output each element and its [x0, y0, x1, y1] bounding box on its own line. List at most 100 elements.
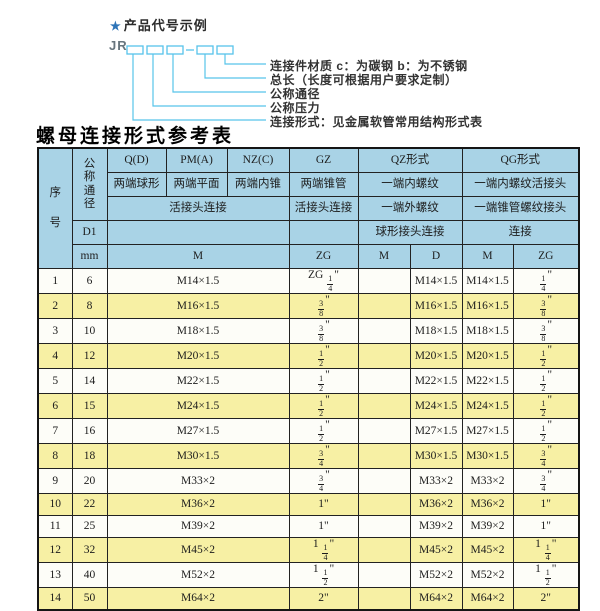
- table-cell: M14×1.5: [461, 268, 514, 294]
- table-row: 7 16 M27×1.5 1 2 " M27×1.5 M27×1.5 1 2 ": [37, 418, 580, 444]
- code-label-connection: 连接形式：见金属软管常用结构形式表: [270, 115, 483, 129]
- diagram-title: ★ 产品代号示例: [110, 15, 208, 34]
- leader-line-length: [204, 54, 266, 79]
- table-row: 8 18 M30×1.5 3 4 " M30×1.5 M30×1.5 3 4 ": [37, 443, 580, 469]
- table-cell: M20×1.5: [409, 343, 463, 369]
- table-cell: 1 2 ": [512, 368, 580, 394]
- table-cell: 3 8 ": [512, 293, 580, 319]
- table-cell: M18×1.5: [461, 318, 514, 344]
- code-box-4: [196, 45, 214, 55]
- table-cell: M22×1.5: [409, 368, 463, 394]
- code-label-length: 总长（长度可根据用户要求定制）: [270, 73, 458, 87]
- table-cell: M20×1.5: [461, 343, 514, 369]
- table-cell: 3 4 ": [288, 468, 359, 494]
- table-cell: [357, 268, 411, 294]
- table-cell: M20×1.5: [106, 343, 290, 369]
- table-cell: 1": [512, 515, 580, 538]
- code-label-material: 连接件材质 c：为碳钢 b：为不锈钢: [270, 59, 468, 73]
- code-box-1: [126, 45, 144, 55]
- header-d1: D1: [71, 220, 108, 245]
- table-row: 5 14 M22×1.5 1 2 " M22×1.5 M22×1.5 1 2 ": [37, 368, 580, 394]
- table-cell: M36×2: [409, 493, 463, 516]
- header-seq: 序号: [37, 147, 73, 269]
- code-label-diameter: 公称通径: [270, 87, 321, 101]
- table-cell: 2": [288, 587, 359, 611]
- table-cell: 1 1 4 ": [288, 537, 359, 563]
- table-row: 4 12 M20×1.5 1 2 " M20×1.5 M20×1.5 1 2 ": [37, 343, 580, 369]
- table-cell: M36×2: [461, 493, 514, 516]
- table-cell: 4: [37, 343, 73, 369]
- table-cell: M52×2: [461, 562, 514, 588]
- header-row-3: 活接头连接 活接头连接 一端外螺纹 一端锥管螺纹接头: [38, 196, 580, 221]
- table-cell: M39×2: [461, 515, 514, 538]
- table-cell: 1 2 ": [512, 343, 580, 369]
- header-nzc-desc: 两端内锥: [226, 172, 290, 197]
- code-leader-lines-graphic: [126, 45, 266, 121]
- table-cell: 1 2 ": [288, 393, 359, 419]
- table-cell: [357, 343, 411, 369]
- table-cell: 3 4 ": [512, 468, 580, 494]
- table-cell: 6: [37, 393, 73, 419]
- header-blank-left: [106, 220, 290, 245]
- header-row-5: mm M ZG M D M ZG: [38, 244, 580, 269]
- table-cell: 5: [37, 368, 73, 394]
- table-cell: 1 2 ": [288, 343, 359, 369]
- table-cell: M16×1.5: [409, 293, 463, 319]
- table-cell: M64×2: [409, 587, 463, 611]
- table-cell: M64×2: [461, 587, 514, 611]
- header-m-wide: M: [106, 244, 290, 269]
- header-gz-union-connection: 活接头连接: [288, 196, 359, 221]
- table-cell: 32: [71, 537, 108, 563]
- header-qg-zg: ZG: [512, 244, 580, 269]
- table-cell: [357, 493, 411, 516]
- header-row-2: 两端球形 两端平面 两端内锥 两端锥管 一端内螺纹 一端内螺纹活接头: [38, 172, 580, 197]
- header-qz-desc2: 一端外螺纹: [357, 196, 463, 221]
- table-cell: M36×2: [106, 493, 290, 516]
- table-cell: 20: [71, 468, 108, 494]
- table-cell: M33×2: [106, 468, 290, 494]
- table-cell: M27×1.5: [106, 418, 290, 444]
- table-cell: 1 2 ": [512, 418, 580, 444]
- table-cell: M45×2: [106, 537, 290, 563]
- header-qz-d: D: [409, 244, 463, 269]
- table-cell: M30×1.5: [409, 443, 463, 469]
- header-row-4: D1 球形接头连接 连接: [38, 220, 580, 245]
- table-cell: 6: [71, 268, 108, 294]
- table-row: 13 40 M52×2 1 1 2 " M52×2 M52×2 1 1 2 ": [37, 562, 580, 588]
- table-cell: M24×1.5: [461, 393, 514, 419]
- table-cell: 1 2 ": [512, 393, 580, 419]
- table-cell: M27×1.5: [461, 418, 514, 444]
- table-title: 螺母连接形式参考表: [36, 125, 235, 147]
- table-cell: [357, 393, 411, 419]
- table-cell: 9: [37, 468, 73, 494]
- header-col-qg: QG形式: [461, 147, 580, 173]
- leader-line-connection: [132, 54, 266, 121]
- table-cell: M24×1.5: [409, 393, 463, 419]
- header-nominal-diameter: 公称通径: [71, 147, 108, 221]
- code-box-3: [166, 45, 184, 55]
- table-cell: [357, 515, 411, 538]
- header-qd-desc: 两端球形: [106, 172, 167, 197]
- table-cell: [357, 443, 411, 469]
- table-cell: 1 4 ": [512, 268, 580, 294]
- table-cell: [357, 562, 411, 588]
- header-col-qd: Q(D): [106, 147, 167, 173]
- header-pma-desc: 两端平面: [165, 172, 228, 197]
- table-cell: M22×1.5: [461, 368, 514, 394]
- table-cell: M52×2: [409, 562, 463, 588]
- table-row: 9 20 M33×2 3 4 " M33×2 M33×2 3 4 ": [37, 468, 580, 494]
- table-cell: 3 8 ": [288, 318, 359, 344]
- table-cell: 12: [37, 537, 73, 563]
- table-cell: [357, 468, 411, 494]
- table-row: 10 22 M36×2 1" M36×2 M36×2 1": [37, 493, 580, 516]
- header-col-nzc: NZ(C): [226, 147, 290, 173]
- table-cell: M30×1.5: [106, 443, 290, 469]
- product-code-diagram: ★ 产品代号示例 JR 连接件材质 c：为碳钢 b：为不锈钢 总长（长度可根据用户…: [0, 0, 600, 132]
- table-cell: 14: [37, 587, 73, 611]
- header-seq-text: 序号: [49, 186, 62, 229]
- table-cell: M24×1.5: [106, 393, 290, 419]
- header-gz-desc: 两端锥管: [288, 172, 359, 197]
- table-cell: 1": [512, 493, 580, 516]
- table-cell: 8: [37, 443, 73, 469]
- header-zg: ZG: [288, 244, 359, 269]
